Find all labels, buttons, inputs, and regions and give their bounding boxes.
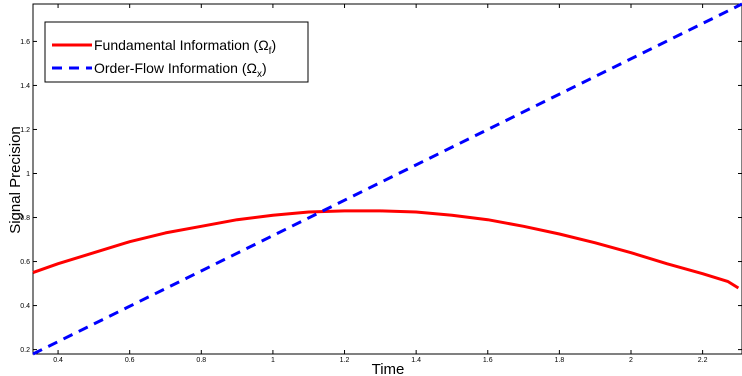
series-line-fundamental <box>32 209 740 290</box>
legend-entry-order-flow-subscript: x <box>257 69 262 80</box>
legend-entry-fundamental-suffix: ) <box>271 37 276 53</box>
series-layer <box>32 2 742 356</box>
y-tick-label: 0.2 <box>20 347 30 354</box>
y-tick-label: 0.4 <box>20 303 30 310</box>
x-tick-label: 1.8 <box>555 357 565 364</box>
legend-entry-fundamental: Fundamental Information (Ωf) <box>94 37 276 57</box>
legend-entry-fundamental-subscript: f <box>269 46 272 57</box>
y-tick-label: 1.4 <box>20 83 30 90</box>
y-tick-label: 0.6 <box>20 259 30 266</box>
legend-box <box>44 21 309 83</box>
x-tick-label: 0.6 <box>125 357 135 364</box>
x-tick-label: 1.4 <box>411 357 421 364</box>
x-tick-label: 2 <box>629 357 633 364</box>
legend: Fundamental Information (Ωf) Order-Flow … <box>44 21 309 83</box>
y-tick-label: 1.6 <box>20 39 30 46</box>
legend-entry-fundamental-name: Fundamental Information (Ω <box>94 37 269 53</box>
x-axis-ticks: 0.4 0.6 0.8 1 1.2 1.4 1.6 1.8 2 2.2 <box>53 4 708 364</box>
x-tick-label: 1.6 <box>483 357 493 364</box>
y-tick-label: 0.8 <box>20 215 30 222</box>
x-tick-label: 2.2 <box>698 357 708 364</box>
x-tick-label: 1 <box>271 357 275 364</box>
x-tick-label: 0.8 <box>196 357 206 364</box>
y-tick-label: 1 <box>26 171 30 178</box>
x-axis-label: Time <box>372 361 405 376</box>
y-axis-ticks: 0.2 0.4 0.6 0.8 1 1.2 1.4 1.6 <box>20 39 742 354</box>
x-tick-label: 0.4 <box>53 357 63 364</box>
legend-entry-order-flow-suffix: ) <box>262 60 267 76</box>
series-line-order-flow <box>32 2 742 356</box>
x-tick-label: 1.2 <box>340 357 350 364</box>
legend-entry-order-flow: Order-Flow Information (Ωx) <box>94 60 267 80</box>
y-axis-label: Signal Precision <box>7 126 24 234</box>
legend-entry-order-flow-name: Order-Flow Information (Ω <box>94 60 257 76</box>
y-tick-label: 1.2 <box>20 127 30 134</box>
